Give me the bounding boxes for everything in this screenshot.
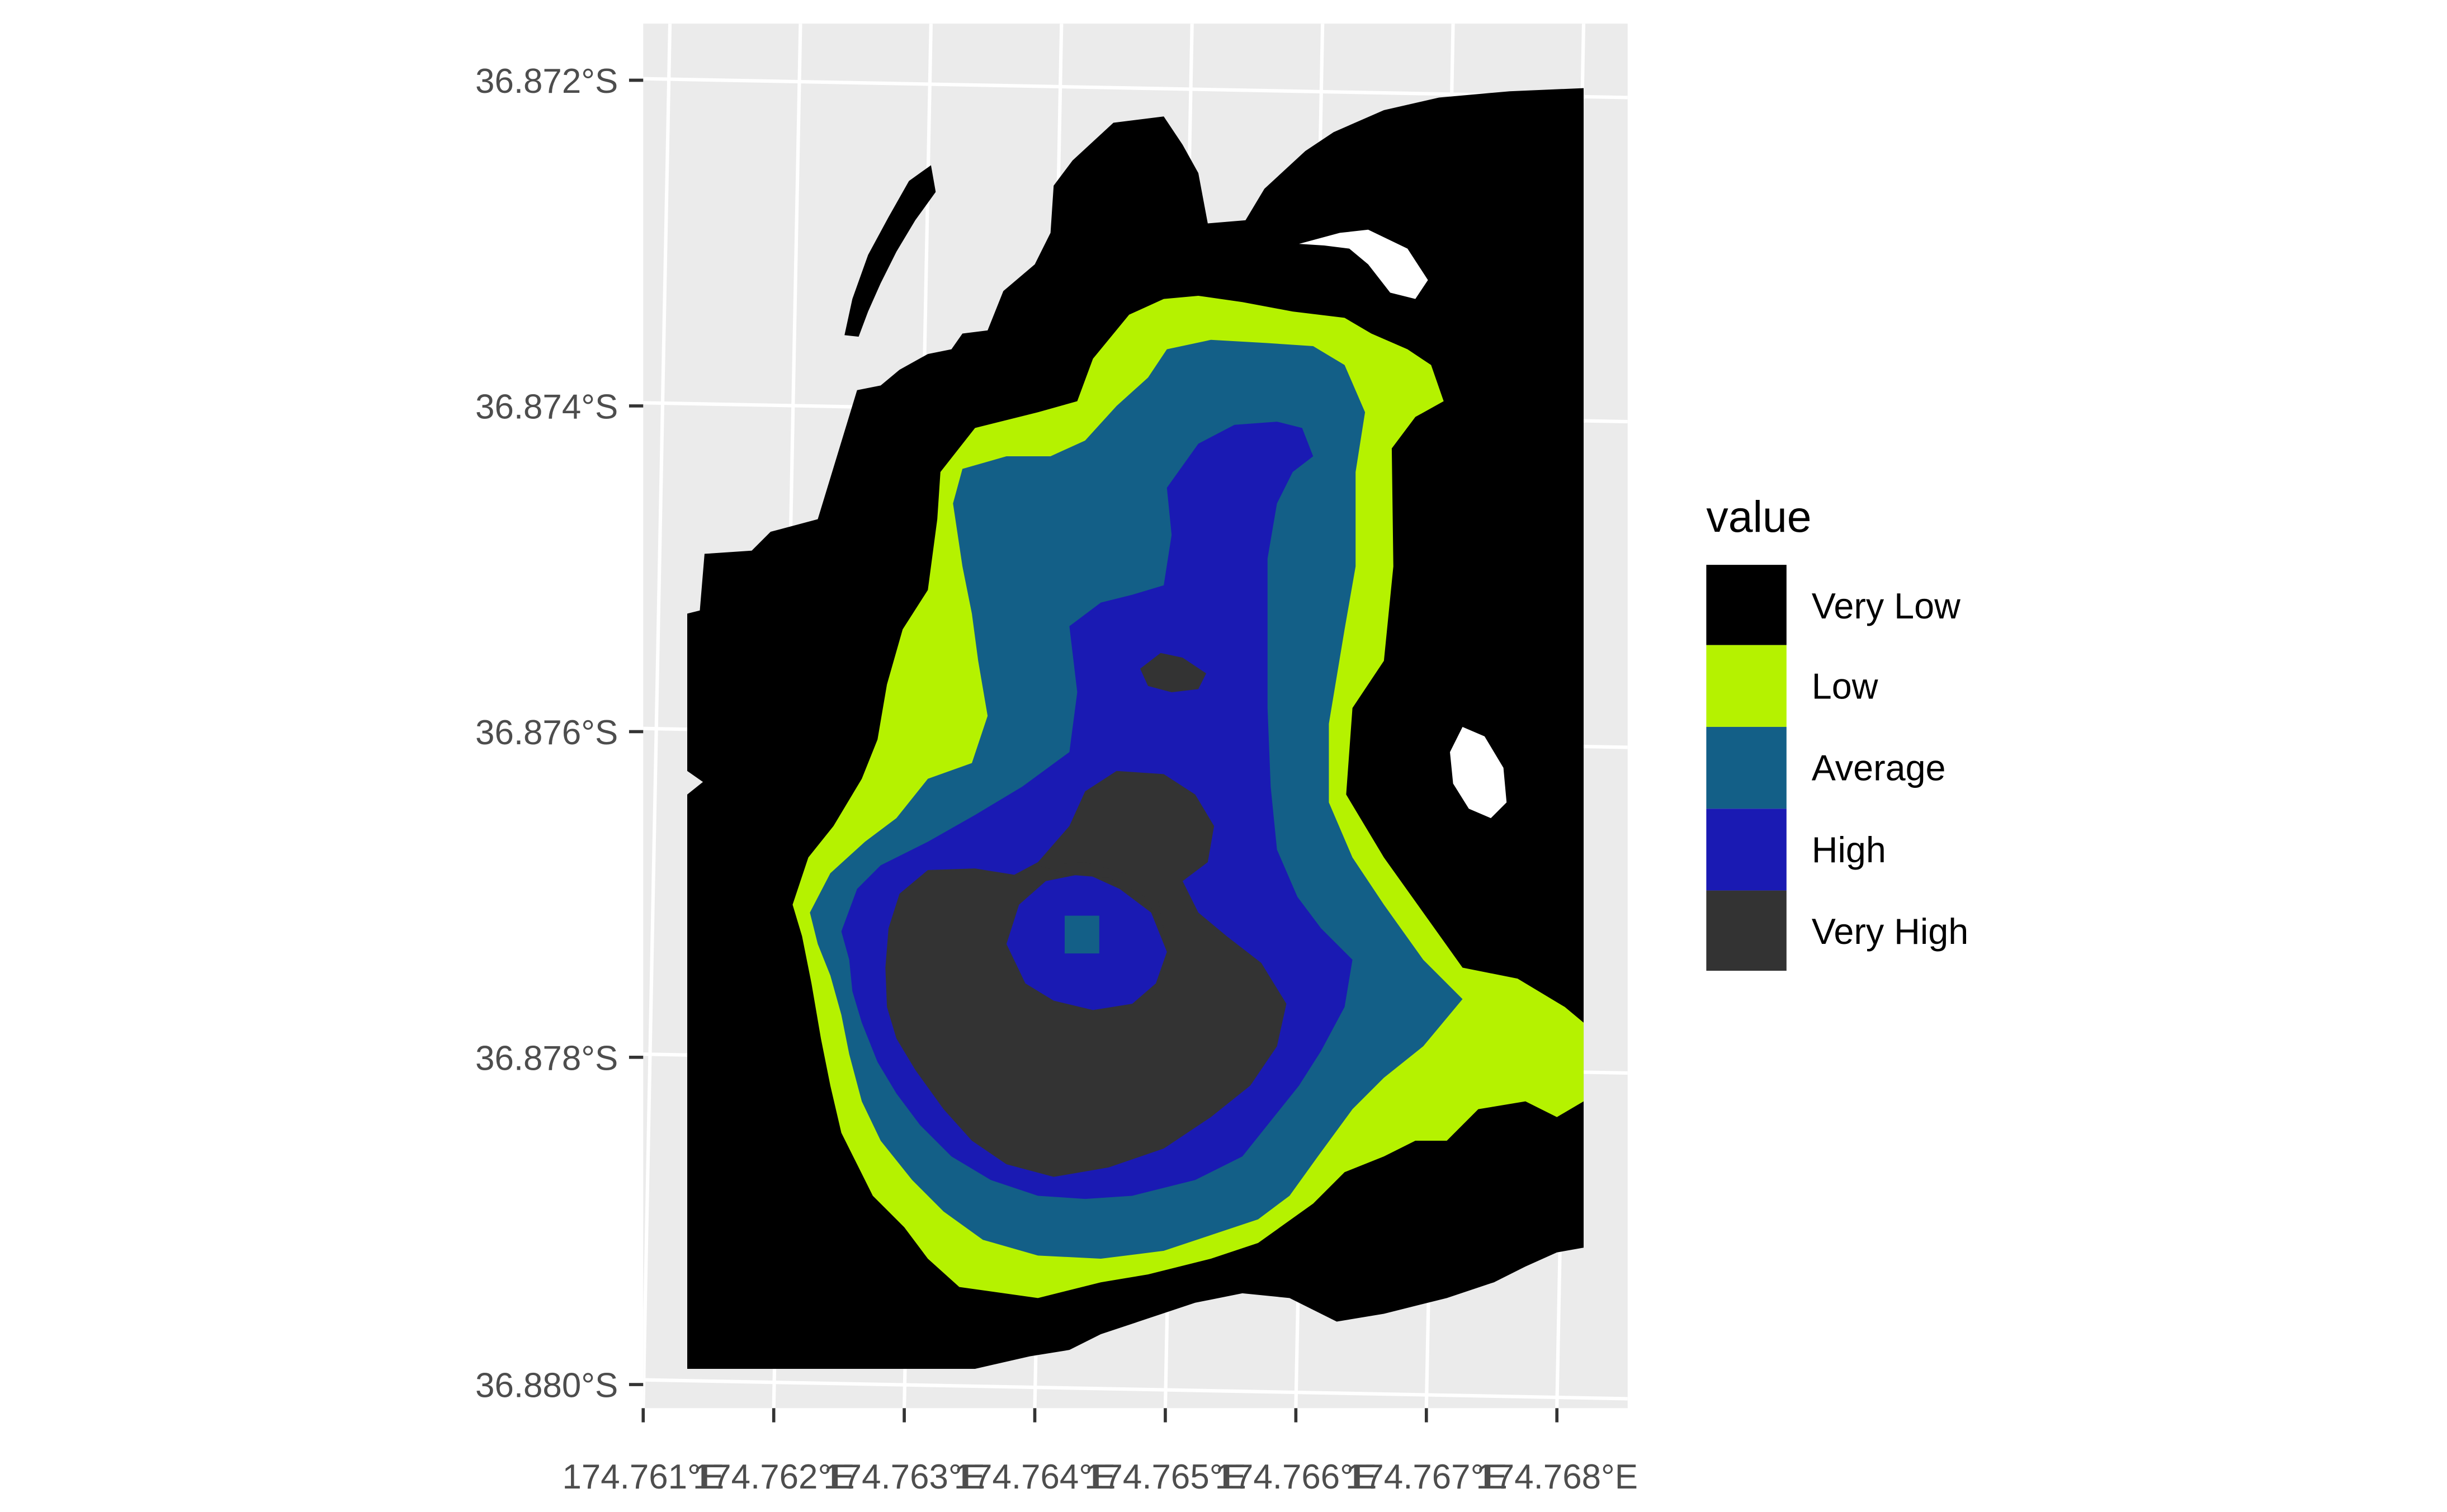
zone-average-spot xyxy=(1064,915,1099,954)
legend-key-low xyxy=(1706,645,1787,727)
legend-key-very-high xyxy=(1706,890,1787,971)
legend-key-very-low xyxy=(1706,565,1787,645)
x-tick-label: 174.761°E xyxy=(562,1458,724,1496)
zone-very-low-island xyxy=(844,165,936,337)
y-tick-label: 36.880°S xyxy=(475,1367,618,1405)
legend-key-high xyxy=(1706,809,1787,891)
legend-label: Average xyxy=(1812,748,1946,788)
meridian-line xyxy=(643,23,672,1409)
legend-label: High xyxy=(1812,829,1886,870)
x-axis: 174.761°E 174.762°E 174.763°E 174.764°E … xyxy=(562,1408,1638,1496)
y-tick-label: 36.878°S xyxy=(475,1039,618,1078)
y-tick-label: 36.876°S xyxy=(475,714,618,752)
zone-very-high-spot xyxy=(1140,653,1207,693)
legend-key-average xyxy=(1706,726,1787,809)
y-axis: 36.872°S 36.874°S 36.876°S 36.878°S 36.8… xyxy=(475,62,644,1405)
legend-label: Low xyxy=(1812,665,1878,706)
parallel-line xyxy=(643,1378,1628,1401)
nodata-hole xyxy=(1298,229,1428,299)
x-tick-label: 174.766°E xyxy=(1215,1458,1377,1496)
legend: value Very Low Low Average High Very Hig… xyxy=(1706,492,1968,971)
parallel-line xyxy=(643,77,1628,100)
x-tick-label: 174.767°E xyxy=(1345,1458,1508,1496)
x-tick-label: 174.763°E xyxy=(823,1458,985,1496)
legend-label: Very High xyxy=(1812,911,1968,952)
y-tick-label: 36.874°S xyxy=(475,388,618,426)
legend-label: Very Low xyxy=(1812,585,1961,626)
x-tick-label: 174.762°E xyxy=(693,1458,855,1496)
nodata-hole xyxy=(1449,726,1507,819)
y-tick-label: 36.872°S xyxy=(475,62,618,101)
legend-title: value xyxy=(1706,492,1811,541)
x-tick-label: 174.765°E xyxy=(1084,1458,1246,1496)
zone-very-high-notch xyxy=(1038,862,1164,929)
raster-layer xyxy=(687,88,1584,1369)
x-tick-label: 174.768°E xyxy=(1476,1458,1638,1496)
x-tick-label: 174.764°E xyxy=(954,1458,1116,1496)
